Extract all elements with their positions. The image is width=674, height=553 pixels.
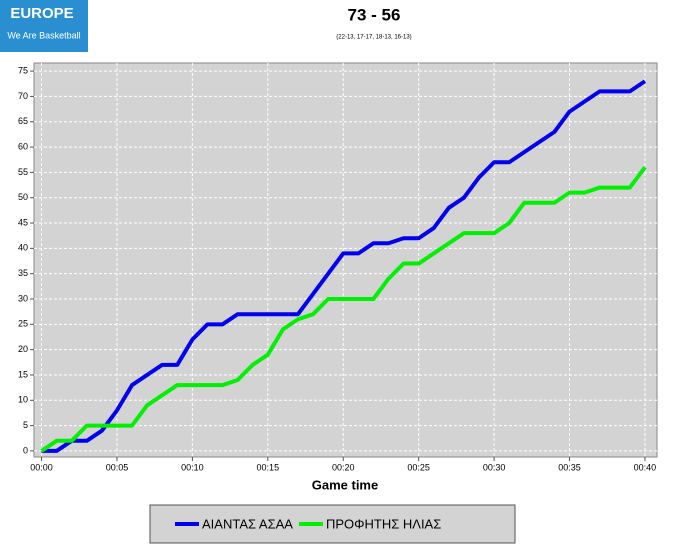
x-tick-label: 00:15 [257, 462, 280, 472]
chart-subtitle: (22-13, 17-17, 18-13, 16-13) [336, 35, 411, 41]
legend [149, 504, 516, 544]
y-tick-label: 45 [18, 217, 28, 227]
x-tick-label: 00:30 [483, 462, 506, 472]
y-tick-label: 70 [18, 91, 28, 101]
x-tick-label: 00:40 [634, 462, 657, 472]
logo-text: EUROPE [10, 5, 73, 22]
x-tick-label: 00:20 [332, 462, 355, 472]
x-axis-label: Game time [312, 477, 378, 492]
x-tick-label: 00:10 [181, 462, 204, 472]
y-tick-label: 10 [18, 395, 28, 405]
y-tick-label: 35 [18, 268, 28, 278]
y-tick-label: 55 [18, 167, 28, 177]
x-tick-label: 00:35 [558, 462, 581, 472]
y-tick-label: 20 [18, 344, 28, 354]
y-tick-label: 15 [18, 369, 28, 379]
y-tick-label: 60 [18, 141, 28, 151]
series-line [41, 79, 647, 453]
logo-box [0, 0, 88, 52]
legend-label: ΑΙΑΝΤΑΣ ΑΣΑΑ [202, 516, 293, 531]
y-tick-label: 50 [18, 192, 28, 202]
x-tick-label: 00:00 [30, 462, 53, 472]
y-tick-label: 65 [18, 116, 28, 126]
chart-title: 73 - 56 [348, 5, 401, 24]
y-tick-label: 5 [23, 420, 28, 430]
plot-area [33, 62, 658, 458]
y-tick-label: 0 [23, 445, 28, 455]
x-tick-label: 00:25 [407, 462, 430, 472]
y-tick-label: 40 [18, 243, 28, 253]
legend-label: ΠΡΟΦΗΤΗΣ ΗΛΙΑΣ [326, 516, 441, 531]
series-line [40, 166, 647, 453]
y-tick-label: 25 [18, 319, 28, 329]
y-tick-label: 30 [18, 293, 28, 303]
logo-text: We Are Basketball [7, 30, 80, 40]
y-tick-label: 75 [18, 65, 28, 75]
x-tick-label: 00:05 [106, 462, 129, 472]
